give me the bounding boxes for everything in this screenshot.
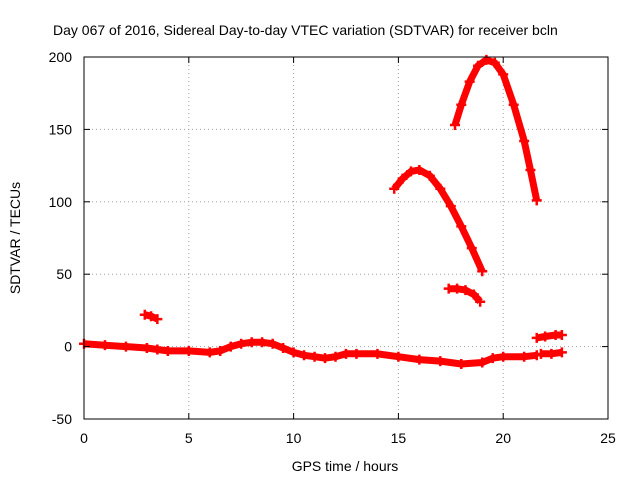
x-tick-label: 15 bbox=[391, 430, 407, 446]
series-segment-f bbox=[535, 347, 567, 359]
data-point bbox=[215, 345, 226, 356]
data-point bbox=[456, 221, 467, 232]
data-point bbox=[278, 343, 289, 354]
data-point bbox=[498, 69, 509, 80]
data-point bbox=[183, 345, 194, 356]
data-point bbox=[449, 120, 460, 131]
data-point bbox=[466, 243, 477, 254]
data-point bbox=[405, 166, 416, 177]
data-point bbox=[309, 351, 320, 362]
axis-ticks: 0 5 10 15 20 25 -50 0 50 100 150 200 bbox=[49, 49, 616, 446]
data-point bbox=[351, 348, 362, 359]
x-axis-label: GPS time / hours bbox=[292, 458, 399, 474]
y-tick-label: 100 bbox=[49, 194, 73, 210]
data-point bbox=[246, 337, 257, 348]
data-point bbox=[519, 351, 530, 362]
data-point bbox=[299, 350, 310, 361]
data-point bbox=[330, 351, 341, 362]
data-point bbox=[540, 331, 551, 342]
grid-lines bbox=[84, 57, 608, 419]
data-point bbox=[531, 195, 542, 206]
data-point bbox=[468, 289, 479, 300]
data-point bbox=[556, 347, 567, 358]
data-point bbox=[393, 351, 404, 362]
data-point bbox=[152, 314, 163, 325]
data-point bbox=[99, 340, 110, 351]
y-tick-label: 200 bbox=[49, 49, 73, 65]
data-point bbox=[452, 283, 463, 294]
data-point bbox=[424, 170, 435, 181]
y-tick-label: -50 bbox=[52, 411, 72, 427]
y-tick-label: 0 bbox=[64, 339, 72, 355]
data-point bbox=[236, 338, 247, 349]
data-point bbox=[477, 357, 488, 368]
plot-frame bbox=[83, 56, 609, 420]
data-point bbox=[372, 348, 383, 359]
data-point bbox=[146, 311, 157, 322]
data-point bbox=[414, 354, 425, 365]
data-point bbox=[456, 99, 467, 110]
data-point bbox=[320, 353, 331, 364]
data-point bbox=[257, 337, 268, 348]
data-point bbox=[139, 309, 150, 320]
data-point bbox=[487, 353, 498, 364]
data-point bbox=[535, 348, 546, 359]
x-tick-label: 10 bbox=[286, 430, 302, 446]
series-segment-c bbox=[443, 283, 486, 307]
data-point bbox=[546, 348, 557, 359]
data-series bbox=[79, 54, 567, 369]
data-point bbox=[489, 57, 500, 68]
data-point bbox=[397, 173, 408, 184]
data-point bbox=[531, 332, 542, 343]
data-point bbox=[414, 164, 425, 175]
data-point bbox=[460, 285, 471, 296]
series-segment-e bbox=[531, 330, 567, 343]
x-tick-label: 5 bbox=[185, 430, 193, 446]
data-point bbox=[464, 76, 475, 87]
data-point bbox=[525, 164, 536, 175]
data-point bbox=[267, 338, 278, 349]
x-tick-label: 25 bbox=[600, 430, 616, 446]
data-point bbox=[152, 344, 163, 355]
data-point bbox=[162, 345, 173, 356]
data-point bbox=[456, 358, 467, 369]
x-tick-label: 20 bbox=[495, 430, 511, 446]
y-tick-label: 150 bbox=[49, 121, 73, 137]
data-point bbox=[341, 348, 351, 359]
data-point bbox=[473, 60, 484, 71]
data-point bbox=[120, 341, 131, 352]
series-segment-b bbox=[389, 164, 488, 277]
data-point bbox=[498, 351, 509, 362]
data-point bbox=[519, 135, 530, 146]
data-point bbox=[389, 183, 400, 194]
series-line bbox=[391, 166, 486, 273]
data-point bbox=[443, 283, 454, 294]
data-point bbox=[204, 347, 215, 358]
chart-title: Day 067 of 2016, Sidereal Day-to-day VTE… bbox=[53, 22, 558, 38]
series-segment-d bbox=[449, 54, 542, 206]
x-tick-label: 0 bbox=[80, 430, 88, 446]
data-point bbox=[435, 356, 446, 367]
series-segment-a bbox=[139, 309, 163, 325]
data-point bbox=[141, 343, 152, 354]
series-baseline bbox=[79, 337, 542, 369]
y-axis-label: SDTVAR / TECUs bbox=[7, 182, 23, 294]
series-line bbox=[83, 338, 538, 368]
data-point bbox=[508, 99, 519, 110]
data-point bbox=[435, 183, 446, 194]
data-point bbox=[477, 266, 488, 277]
y-tick-label: 50 bbox=[56, 266, 72, 282]
data-point bbox=[288, 347, 299, 358]
data-point bbox=[475, 296, 486, 307]
data-point bbox=[556, 330, 567, 341]
data-point bbox=[225, 341, 236, 352]
data-point bbox=[445, 201, 456, 212]
